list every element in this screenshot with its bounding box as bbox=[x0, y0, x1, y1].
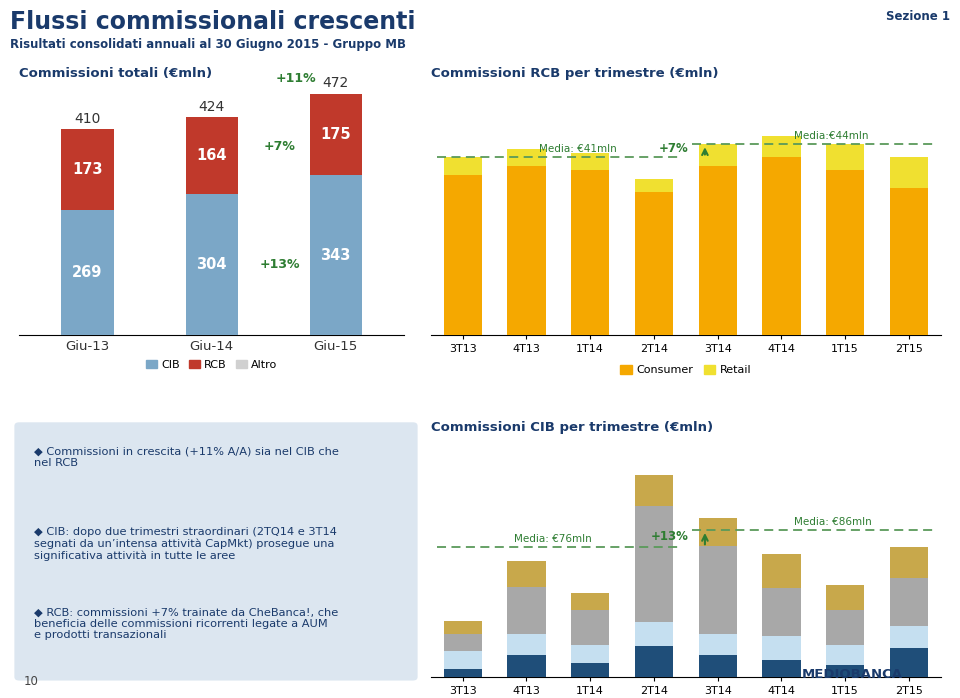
Text: +7%: +7% bbox=[264, 140, 296, 153]
Bar bbox=[444, 669, 482, 677]
Text: 173: 173 bbox=[72, 162, 103, 177]
Legend: Consumer, Retail: Consumer, Retail bbox=[616, 361, 756, 380]
Text: +7%: +7% bbox=[660, 142, 689, 155]
Bar bbox=[444, 157, 482, 174]
Bar bbox=[507, 561, 545, 586]
Text: +13%: +13% bbox=[259, 258, 300, 272]
Legend: CIB, RCB, Altro: CIB, RCB, Altro bbox=[141, 355, 282, 375]
Bar bbox=[826, 144, 864, 170]
Text: Media: €76mln: Media: €76mln bbox=[514, 534, 591, 544]
Bar bbox=[61, 129, 113, 210]
Text: 304: 304 bbox=[197, 257, 227, 272]
Text: Sezione 1: Sezione 1 bbox=[886, 10, 950, 24]
Bar bbox=[890, 626, 928, 648]
Bar bbox=[890, 547, 928, 578]
Bar bbox=[762, 157, 801, 335]
Bar bbox=[699, 546, 736, 634]
Bar bbox=[699, 518, 736, 546]
Text: 10: 10 bbox=[24, 674, 38, 688]
Text: 410: 410 bbox=[74, 112, 101, 126]
Text: +11%: +11% bbox=[276, 72, 316, 84]
Bar bbox=[444, 634, 482, 651]
Bar bbox=[699, 634, 736, 655]
Text: MEDIOBANCA: MEDIOBANCA bbox=[802, 667, 902, 681]
Text: 472: 472 bbox=[323, 76, 348, 90]
Bar bbox=[635, 646, 673, 677]
Bar bbox=[762, 660, 801, 677]
Bar bbox=[762, 588, 801, 636]
Bar bbox=[635, 179, 673, 192]
Bar bbox=[762, 636, 801, 660]
Bar bbox=[699, 144, 736, 166]
Bar bbox=[444, 621, 482, 634]
Text: ◆ Commissioni in crescita (+11% A/A) sia nel CIB che
nel RCB: ◆ Commissioni in crescita (+11% A/A) sia… bbox=[34, 447, 339, 468]
Bar bbox=[507, 149, 545, 166]
Text: Media: €41mln: Media: €41mln bbox=[540, 144, 617, 154]
Text: +13%: +13% bbox=[651, 530, 689, 544]
Bar bbox=[826, 170, 864, 335]
Bar bbox=[890, 648, 928, 677]
Text: 164: 164 bbox=[197, 148, 227, 163]
Bar bbox=[890, 157, 928, 188]
Bar bbox=[185, 193, 238, 335]
Bar bbox=[571, 644, 610, 663]
Bar bbox=[185, 117, 238, 193]
Bar bbox=[507, 166, 545, 335]
Text: Commissioni CIB per trimestre (€mln): Commissioni CIB per trimestre (€mln) bbox=[431, 421, 713, 434]
Bar bbox=[635, 623, 673, 646]
Bar bbox=[61, 210, 113, 335]
Bar bbox=[890, 578, 928, 626]
Text: 343: 343 bbox=[321, 248, 350, 262]
Text: 424: 424 bbox=[199, 100, 225, 114]
Bar bbox=[762, 135, 801, 157]
Bar bbox=[571, 153, 610, 170]
Bar bbox=[507, 586, 545, 634]
Bar bbox=[444, 174, 482, 335]
Bar bbox=[699, 166, 736, 335]
Bar bbox=[826, 665, 864, 677]
Bar bbox=[571, 611, 610, 644]
Text: Commissioni totali (€mln): Commissioni totali (€mln) bbox=[19, 67, 212, 80]
Text: Media:€44mln: Media:€44mln bbox=[794, 131, 869, 141]
Bar bbox=[571, 663, 610, 677]
Bar bbox=[826, 644, 864, 665]
Bar bbox=[699, 655, 736, 677]
Bar bbox=[571, 170, 610, 335]
Bar bbox=[826, 585, 864, 611]
Bar bbox=[507, 655, 545, 677]
Text: Commissioni RCB per trimestre (€mln): Commissioni RCB per trimestre (€mln) bbox=[431, 67, 718, 80]
Bar bbox=[635, 475, 673, 506]
Bar bbox=[444, 651, 482, 669]
Text: Flussi commissionali crescenti: Flussi commissionali crescenti bbox=[10, 10, 415, 34]
Bar bbox=[310, 94, 362, 175]
Text: 269: 269 bbox=[72, 265, 103, 280]
Bar bbox=[635, 506, 673, 623]
Bar bbox=[310, 175, 362, 335]
Text: Media: €86mln: Media: €86mln bbox=[794, 517, 872, 527]
Bar bbox=[507, 634, 545, 655]
Text: ◆ RCB: commissioni +7% trainate da CheBanca!, che
beneficia delle commissioni ri: ◆ RCB: commissioni +7% trainate da CheBa… bbox=[34, 607, 338, 641]
Bar bbox=[826, 611, 864, 644]
Bar bbox=[571, 593, 610, 611]
Text: 175: 175 bbox=[321, 127, 351, 142]
Text: ◆ CIB: dopo due trimestri straordinari (2TQ14 e 3T14
segnati da un’intensa attiv: ◆ CIB: dopo due trimestri straordinari (… bbox=[34, 527, 336, 561]
Bar bbox=[762, 554, 801, 588]
Bar bbox=[890, 188, 928, 335]
Bar bbox=[635, 192, 673, 335]
Text: Risultati consolidati annuali al 30 Giugno 2015 - Gruppo MB: Risultati consolidati annuali al 30 Giug… bbox=[10, 38, 406, 52]
